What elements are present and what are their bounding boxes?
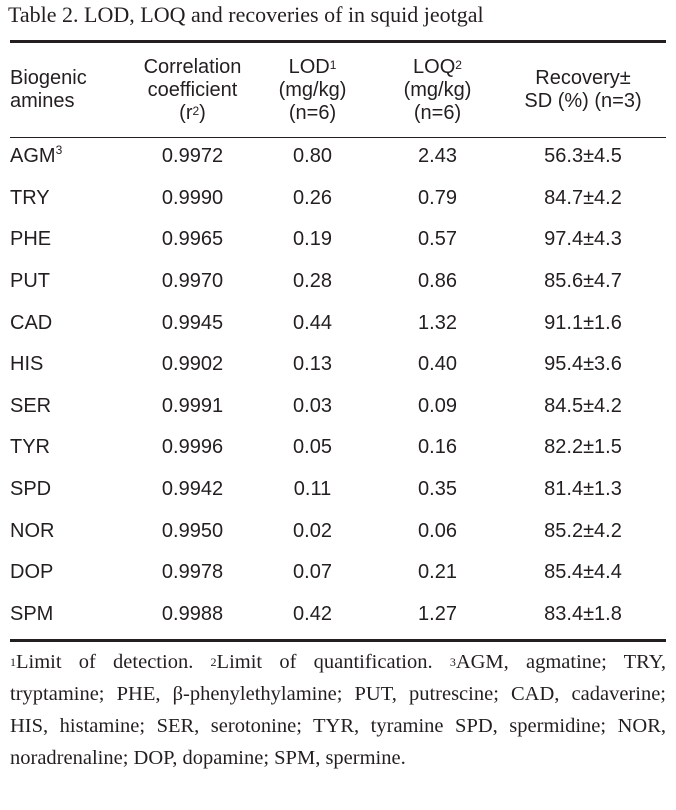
cell-lod: 0.42 — [293, 602, 332, 625]
cell-amine: SER — [10, 394, 52, 417]
cell-loq: 0.35 — [418, 478, 457, 501]
cell-loq: 0.40 — [418, 353, 457, 376]
table-row: SER 0.9991 0.03 0.09 84.5±4.2 — [10, 386, 666, 428]
cell-correlation: 0.9991 — [161, 394, 224, 417]
cell-amine: SPD — [10, 478, 52, 501]
cell-amine: HIS — [10, 353, 44, 376]
cell-recovery: 82.2±1.5 — [544, 436, 622, 459]
cell-amine: PHE — [10, 228, 52, 251]
cell-lod: 0.02 — [293, 519, 332, 542]
header-correlation: Correlation coefficient (r2) — [143, 55, 242, 124]
cell-correlation: 0.9972 — [161, 145, 224, 168]
cell-loq: 0.57 — [418, 228, 457, 251]
cell-correlation: 0.9902 — [161, 353, 224, 376]
cell-correlation: 0.9942 — [161, 478, 224, 501]
cell-amine: SPM — [10, 602, 54, 625]
table-footnote: 1Limit of detection. 2Limit of quantific… — [10, 651, 667, 769]
cell-recovery: 97.4±4.3 — [544, 228, 622, 251]
cell-recovery: 81.4±1.3 — [544, 478, 622, 501]
cell-amine: CAD — [10, 311, 53, 334]
cell-recovery: 95.4±3.6 — [544, 353, 622, 376]
cell-correlation: 0.9950 — [161, 519, 224, 542]
header-rule — [10, 137, 666, 138]
cell-loq: 2.43 — [418, 145, 457, 168]
cell-loq: 0.16 — [418, 436, 457, 459]
cell-correlation: 0.9996 — [161, 436, 224, 459]
header-lod: LOD1 (mg/kg) (n=6) — [278, 55, 347, 124]
cell-lod: 0.03 — [293, 394, 332, 417]
cell-loq: 0.21 — [418, 561, 457, 584]
cell-lod: 0.19 — [293, 228, 332, 251]
cell-correlation: 0.9988 — [161, 602, 224, 625]
table-row: NOR 0.9950 0.02 0.06 85.2±4.2 — [10, 510, 666, 552]
cell-correlation: 0.9978 — [161, 561, 224, 584]
table-row: HIS 0.9902 0.13 0.40 95.4±3.6 — [10, 344, 666, 386]
cell-lod: 0.28 — [293, 270, 332, 293]
cell-loq: 0.79 — [418, 186, 457, 209]
table-row: CAD 0.9945 0.44 1.32 91.1±1.6 — [10, 302, 666, 344]
cell-lod: 0.11 — [293, 478, 332, 501]
header-recovery: Recovery± SD (%) (n=3) — [524, 67, 642, 112]
header-amines: Biogenic amines — [10, 67, 87, 112]
cell-recovery: 85.4±4.4 — [544, 561, 622, 584]
table-row: SPD 0.9942 0.11 0.35 81.4±1.3 — [10, 469, 666, 511]
top-rule — [10, 40, 666, 43]
header-row: Biogenic amines Correlation coefficient (r2… — [10, 44, 666, 136]
results-table: Biogenic amines Correlation coefficient (r2… — [10, 44, 666, 635]
cell-lod: 0.44 — [293, 311, 332, 334]
cell-amine: AGM3 — [10, 143, 63, 168]
table-row: DOP 0.9978 0.07 0.21 85.4±4.4 — [10, 552, 666, 594]
table-row: TRY 0.9990 0.26 0.79 84.7±4.2 — [10, 178, 666, 220]
cell-lod: 0.80 — [293, 145, 332, 168]
header-loq: LOQ2 (mg/kg) (n=6) — [403, 55, 472, 124]
cell-loq: 0.09 — [418, 394, 457, 417]
cell-recovery: 83.4±1.8 — [544, 602, 622, 625]
table-row: AGM3 0.9972 0.80 2.43 56.3±4.5 — [10, 136, 666, 178]
cell-amine: PUT — [10, 270, 50, 293]
cell-lod: 0.07 — [293, 561, 332, 584]
cell-loq: 0.86 — [418, 270, 457, 293]
cell-lod: 0.13 — [293, 353, 332, 376]
cell-recovery: 84.7±4.2 — [544, 186, 622, 209]
table-row: PUT 0.9970 0.28 0.86 85.6±4.7 — [10, 261, 666, 303]
cell-loq: 0.06 — [418, 519, 457, 542]
table-title: Table 2. LOD, LOQ and recoveries of in s… — [8, 2, 484, 27]
cell-amine: TYR — [10, 436, 50, 459]
cell-correlation: 0.9970 — [161, 270, 224, 293]
cell-recovery: 84.5±4.2 — [544, 394, 622, 417]
cell-correlation: 0.9990 — [161, 186, 224, 209]
cell-recovery: 91.1±1.6 — [544, 311, 622, 334]
cell-loq: 1.32 — [418, 311, 457, 334]
cell-lod: 0.05 — [293, 436, 332, 459]
table-row: PHE 0.9965 0.19 0.57 97.4±4.3 — [10, 219, 666, 261]
cell-amine: DOP — [10, 561, 54, 584]
table-row: SPM 0.9988 0.42 1.27 83.4±1.8 — [10, 594, 666, 636]
table-row: TYR 0.9996 0.05 0.16 82.2±1.5 — [10, 427, 666, 469]
cell-recovery: 56.3±4.5 — [544, 145, 622, 168]
cell-amine: TRY — [10, 186, 50, 209]
bottom-rule — [10, 639, 666, 642]
cell-recovery: 85.6±4.7 — [544, 270, 622, 293]
cell-amine: NOR — [10, 519, 55, 542]
cell-correlation: 0.9965 — [161, 228, 224, 251]
cell-recovery: 85.2±4.2 — [544, 519, 622, 542]
cell-lod: 0.26 — [293, 186, 332, 209]
cell-correlation: 0.9945 — [161, 311, 224, 334]
cell-loq: 1.27 — [418, 602, 457, 625]
